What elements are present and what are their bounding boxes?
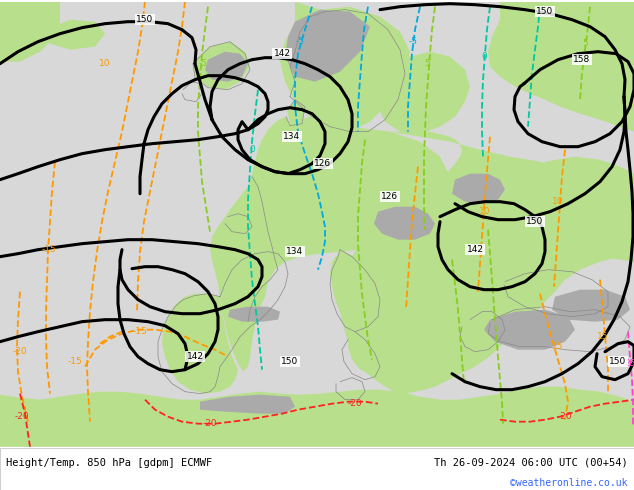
Text: -15: -15 bbox=[42, 245, 56, 254]
Polygon shape bbox=[285, 10, 370, 82]
Text: ©weatheronline.co.uk: ©weatheronline.co.uk bbox=[510, 477, 628, 488]
Text: 25: 25 bbox=[624, 359, 634, 368]
Polygon shape bbox=[535, 157, 634, 262]
Text: 134: 134 bbox=[287, 247, 304, 256]
Text: 150: 150 bbox=[526, 217, 543, 226]
Polygon shape bbox=[205, 51, 248, 82]
Text: 142: 142 bbox=[467, 245, 484, 254]
Text: 15: 15 bbox=[552, 342, 564, 351]
Text: 10: 10 bbox=[100, 59, 111, 68]
Text: -20: -20 bbox=[15, 412, 29, 421]
FancyBboxPatch shape bbox=[0, 1, 634, 447]
Polygon shape bbox=[0, 387, 634, 447]
Polygon shape bbox=[228, 307, 280, 321]
Text: Height/Temp. 850 hPa [gdpm] ECMWF: Height/Temp. 850 hPa [gdpm] ECMWF bbox=[6, 458, 212, 468]
Text: 126: 126 bbox=[314, 159, 332, 168]
Text: 142: 142 bbox=[186, 352, 204, 361]
Text: 150: 150 bbox=[609, 357, 626, 366]
Polygon shape bbox=[552, 290, 630, 321]
Text: 0: 0 bbox=[249, 145, 255, 154]
Polygon shape bbox=[374, 207, 435, 240]
Text: 126: 126 bbox=[382, 192, 399, 201]
Text: 134: 134 bbox=[283, 132, 301, 141]
Text: -5: -5 bbox=[408, 37, 418, 46]
Polygon shape bbox=[488, 1, 634, 132]
Text: -15: -15 bbox=[133, 327, 147, 336]
Polygon shape bbox=[452, 173, 505, 204]
Text: 10: 10 bbox=[552, 197, 564, 206]
Text: -20: -20 bbox=[558, 412, 573, 421]
Text: -5: -5 bbox=[198, 59, 207, 68]
Text: 150: 150 bbox=[536, 7, 553, 16]
Text: 10: 10 bbox=[479, 207, 491, 216]
Polygon shape bbox=[0, 1, 60, 62]
Text: 0: 0 bbox=[481, 52, 487, 61]
Text: 158: 158 bbox=[573, 55, 591, 64]
Polygon shape bbox=[378, 51, 470, 134]
Text: 142: 142 bbox=[273, 49, 290, 58]
Polygon shape bbox=[210, 117, 450, 372]
Text: Th 26-09-2024 06:00 UTC (00+54): Th 26-09-2024 06:00 UTC (00+54) bbox=[434, 458, 628, 468]
Text: -15: -15 bbox=[68, 357, 82, 366]
Text: 5: 5 bbox=[582, 39, 588, 48]
Text: -20: -20 bbox=[347, 399, 362, 408]
Polygon shape bbox=[330, 250, 382, 327]
Polygon shape bbox=[348, 327, 382, 374]
Text: -20: -20 bbox=[203, 419, 217, 428]
Text: 150: 150 bbox=[136, 15, 153, 24]
Polygon shape bbox=[42, 20, 105, 49]
Polygon shape bbox=[484, 310, 575, 350]
Text: -5: -5 bbox=[295, 37, 304, 46]
Polygon shape bbox=[287, 99, 305, 123]
Polygon shape bbox=[338, 132, 634, 393]
Text: -20: -20 bbox=[13, 347, 27, 356]
Polygon shape bbox=[200, 394, 295, 414]
FancyBboxPatch shape bbox=[0, 448, 634, 490]
Polygon shape bbox=[193, 42, 250, 90]
Text: 5: 5 bbox=[424, 59, 430, 68]
Polygon shape bbox=[162, 294, 238, 393]
Text: 15: 15 bbox=[597, 332, 609, 341]
Polygon shape bbox=[280, 1, 410, 132]
Text: 150: 150 bbox=[281, 357, 299, 366]
